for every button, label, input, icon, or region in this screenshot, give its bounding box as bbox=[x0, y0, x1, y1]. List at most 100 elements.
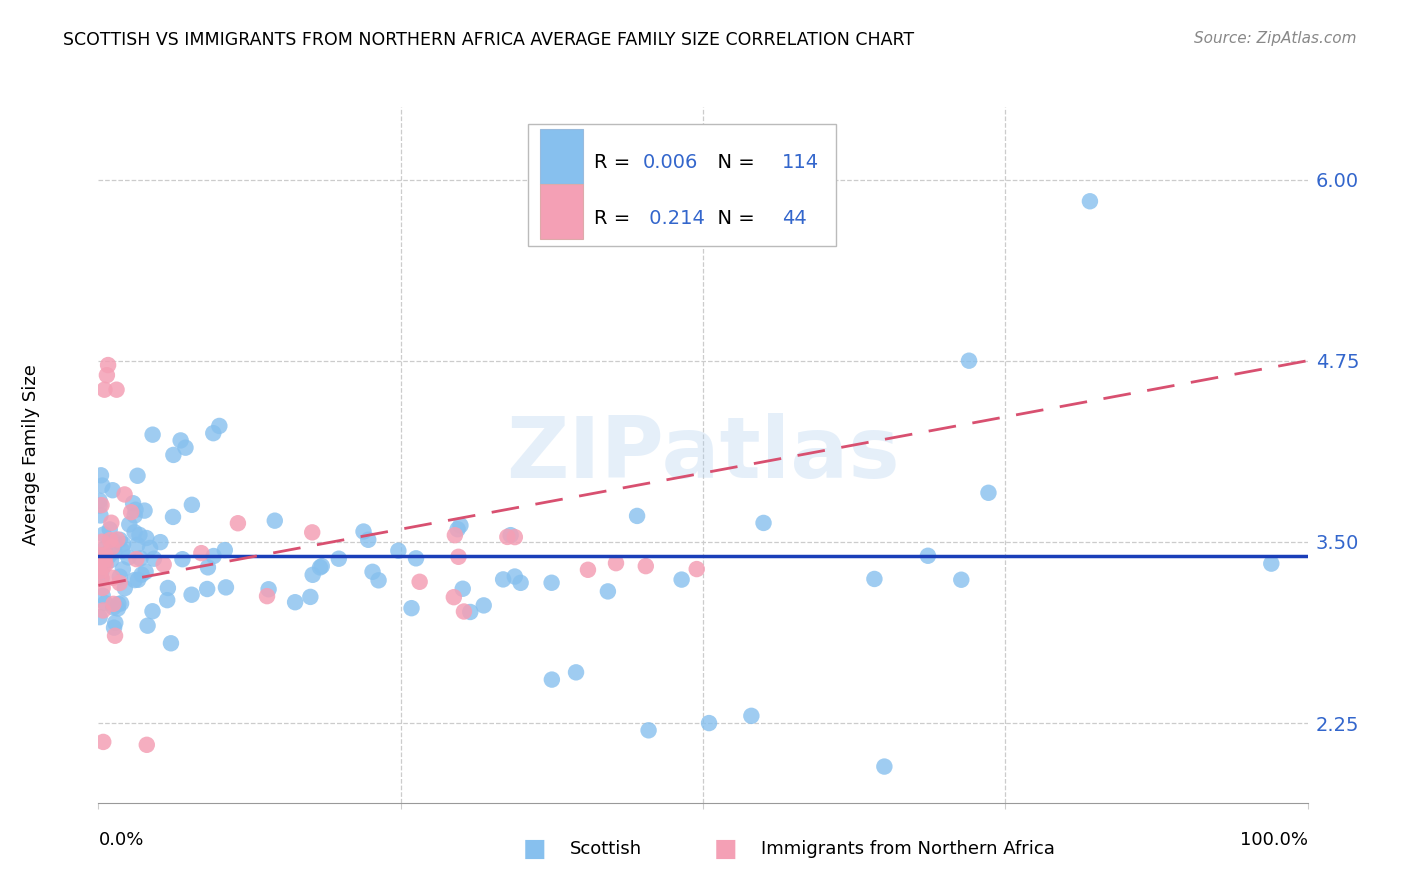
Point bbox=[90, 498, 112, 512]
Point bbox=[139, 541, 162, 555]
Point bbox=[114, 487, 136, 501]
Point bbox=[605, 556, 627, 570]
Point bbox=[98, 533, 121, 547]
Point bbox=[156, 593, 179, 607]
Text: 114: 114 bbox=[782, 153, 818, 172]
Point bbox=[156, 581, 179, 595]
Point bbox=[124, 573, 146, 587]
Point bbox=[671, 573, 693, 587]
Point bbox=[91, 581, 114, 595]
Point bbox=[162, 448, 184, 462]
Point bbox=[405, 551, 427, 566]
Point bbox=[208, 418, 231, 433]
Point bbox=[128, 528, 150, 542]
Point bbox=[135, 531, 157, 545]
Point bbox=[740, 708, 762, 723]
Point bbox=[361, 565, 384, 579]
Point bbox=[111, 543, 134, 558]
Point bbox=[107, 597, 129, 611]
FancyBboxPatch shape bbox=[540, 185, 583, 239]
Point bbox=[257, 582, 280, 597]
Point bbox=[142, 427, 165, 442]
Point bbox=[401, 601, 423, 615]
Point bbox=[458, 605, 481, 619]
Point bbox=[453, 605, 475, 619]
Point bbox=[117, 550, 139, 565]
Point bbox=[94, 558, 117, 572]
Point bbox=[108, 533, 131, 547]
Point bbox=[499, 528, 522, 542]
Point bbox=[91, 478, 114, 492]
Point bbox=[449, 518, 471, 533]
Point bbox=[134, 503, 156, 517]
Point bbox=[91, 589, 114, 603]
Point bbox=[190, 546, 212, 560]
Text: 0.0%: 0.0% bbox=[98, 830, 143, 848]
Point bbox=[917, 549, 939, 563]
Point bbox=[195, 582, 218, 596]
Point bbox=[863, 572, 886, 586]
Point bbox=[101, 483, 124, 498]
Point bbox=[299, 590, 322, 604]
Point bbox=[101, 571, 124, 585]
Point bbox=[197, 560, 219, 574]
Point bbox=[98, 523, 121, 537]
Text: Source: ZipAtlas.com: Source: ZipAtlas.com bbox=[1194, 31, 1357, 46]
Point bbox=[509, 575, 531, 590]
Point bbox=[353, 524, 375, 539]
Point bbox=[160, 636, 183, 650]
Point bbox=[122, 496, 145, 510]
Point bbox=[256, 589, 278, 603]
Text: 0.214: 0.214 bbox=[643, 209, 704, 227]
Point bbox=[215, 580, 238, 594]
Point bbox=[104, 629, 127, 643]
Point bbox=[284, 595, 307, 609]
Text: 100.0%: 100.0% bbox=[1240, 830, 1308, 848]
Point bbox=[214, 543, 236, 558]
Point bbox=[180, 498, 202, 512]
Point bbox=[124, 525, 146, 540]
Point bbox=[957, 353, 980, 368]
Point bbox=[89, 508, 111, 523]
Point bbox=[492, 573, 515, 587]
Point bbox=[108, 576, 131, 591]
FancyBboxPatch shape bbox=[527, 124, 837, 246]
Point bbox=[104, 615, 127, 630]
Point bbox=[697, 716, 720, 731]
Point bbox=[443, 590, 465, 604]
Point bbox=[103, 621, 125, 635]
Point bbox=[93, 383, 115, 397]
Point bbox=[90, 565, 112, 579]
Point bbox=[174, 441, 197, 455]
Point bbox=[91, 603, 114, 617]
Point bbox=[152, 558, 174, 572]
Point bbox=[576, 563, 599, 577]
Point bbox=[301, 525, 323, 540]
Point bbox=[127, 538, 149, 552]
Point bbox=[100, 516, 122, 530]
Text: Scottish: Scottish bbox=[569, 840, 641, 858]
Text: ZIPatlas: ZIPatlas bbox=[506, 413, 900, 497]
FancyBboxPatch shape bbox=[540, 128, 583, 184]
Text: N =: N = bbox=[706, 209, 762, 227]
Point bbox=[226, 516, 249, 531]
Point bbox=[626, 508, 648, 523]
Point bbox=[124, 502, 146, 516]
Point bbox=[91, 560, 114, 574]
Point bbox=[90, 571, 112, 585]
Point bbox=[101, 540, 124, 554]
Point bbox=[202, 549, 225, 563]
Point bbox=[472, 599, 495, 613]
Point bbox=[172, 552, 194, 566]
Point bbox=[301, 567, 323, 582]
Point bbox=[89, 565, 111, 579]
Point bbox=[97, 358, 120, 372]
Point bbox=[873, 759, 896, 773]
Point bbox=[540, 673, 562, 687]
Point bbox=[114, 581, 136, 595]
Point bbox=[637, 723, 659, 738]
Text: Immigrants from Northern Africa: Immigrants from Northern Africa bbox=[761, 840, 1054, 858]
Point bbox=[112, 537, 135, 551]
Point bbox=[149, 535, 172, 549]
Point bbox=[90, 468, 112, 483]
